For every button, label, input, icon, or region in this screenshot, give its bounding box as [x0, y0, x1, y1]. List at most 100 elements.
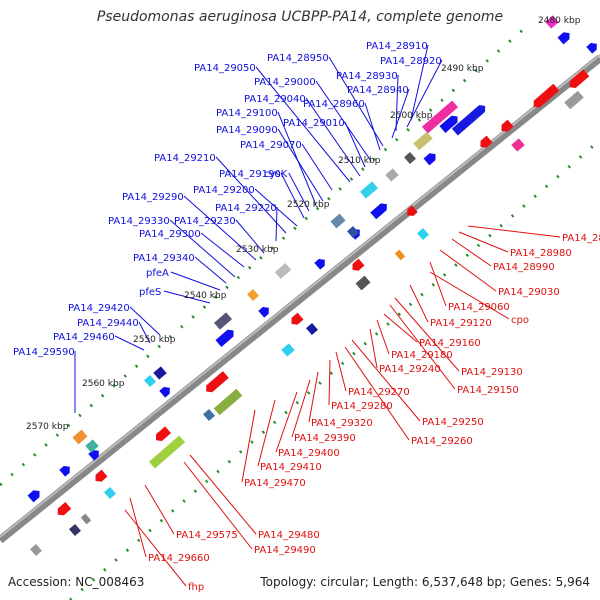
- reverse-gene-label: PA14_29320: [311, 418, 373, 429]
- reverse-gene-label: PA14_28980: [510, 248, 572, 259]
- reverse-gene-label: PA14_28970: [562, 233, 600, 244]
- forward-gene-label: cysK: [264, 169, 288, 180]
- gene-feature: [69, 523, 81, 537]
- gene-feature: [30, 543, 42, 557]
- leader-line: [305, 97, 361, 177]
- reverse-gene-label: PA14_29260: [411, 436, 473, 447]
- gene-feature: [421, 100, 459, 134]
- leader-line: [275, 206, 278, 242]
- tick-label: 2550 kbp: [133, 335, 176, 345]
- gene-feature: [360, 181, 378, 199]
- reverse-gene-label: PA14_29180: [391, 350, 453, 361]
- leader-line: [215, 156, 287, 234]
- leader-line: [406, 59, 443, 128]
- leader-line: [394, 297, 460, 372]
- leader-line: [138, 321, 151, 344]
- leader-line: [291, 379, 311, 438]
- tick-label: 2510 kbp: [338, 156, 381, 166]
- forward-gene-label: PA14_29000: [254, 77, 316, 88]
- reverse-gene-labels: PA14_28970 PA14_28980 PA14_28990 PA14_29030…: [148, 233, 600, 593]
- forward-gene-label: PA14_28940: [347, 85, 409, 96]
- tick-label: 2570 kbp: [26, 422, 69, 432]
- gene-feature: [330, 213, 346, 229]
- gene-arrow: [88, 449, 99, 461]
- gene-feature: [85, 439, 99, 453]
- gene-feature: [80, 513, 92, 525]
- forward-gene-label: PA14_28960: [303, 99, 365, 110]
- forward-gene-label: PA14_29050: [194, 63, 256, 74]
- reverse-gene-label: PA14_29575: [176, 530, 238, 541]
- leader-line: [169, 219, 236, 278]
- gene-arrow: [155, 426, 171, 442]
- topology-text: Topology: circular; Length: 6,537,648 bp…: [260, 575, 590, 589]
- reverse-gene-label: PA14_29030: [498, 287, 560, 298]
- leader-line: [389, 304, 456, 390]
- gene-arrow: [314, 258, 325, 270]
- leader-line: [364, 102, 381, 151]
- reverse-gene-label: PA14_29250: [422, 417, 484, 428]
- leader-line: [409, 284, 429, 323]
- gene-feature: [394, 249, 406, 261]
- gene-feature: [385, 168, 399, 182]
- leader-line: [315, 80, 372, 162]
- leader-line: [383, 313, 418, 343]
- kbp-tick-labels: 2490 kbp 2500 kbp 2510 kbp 2520 kbp 2530 kbp…: [26, 16, 581, 432]
- forward-gene-label: PA14_28930: [336, 71, 398, 82]
- gene-feature: [213, 388, 243, 416]
- leader-line: [124, 509, 187, 587]
- tick-label: 2560 kbp: [82, 379, 125, 389]
- gene-arrow: [501, 119, 514, 132]
- reverse-gene-label: PA14_28990: [493, 262, 555, 273]
- forward-gene-labels: PA14_28910 PA14_28920 PA14_28930 PA14_28940…: [13, 41, 442, 358]
- genome-backbone-highlight: [0, 54, 600, 538]
- leader-line: [395, 74, 399, 132]
- reverse-gene-label: PA14_29480: [258, 530, 320, 541]
- gene-arrow: [451, 105, 486, 136]
- gene-feature: [214, 312, 232, 330]
- gene-feature: [511, 138, 525, 152]
- accession-text: Accession: NC_008463: [8, 575, 145, 589]
- reverse-gene-label: PA14_29240: [379, 364, 441, 375]
- reverse-gene-label: PA14_29060: [448, 302, 510, 313]
- leader-line: [235, 219, 265, 254]
- leader-line: [189, 454, 257, 535]
- gene-arrow: [215, 329, 234, 347]
- forward-gene-label: PA14_28910: [366, 41, 428, 52]
- forward-gene-label: PA14_29300: [139, 229, 201, 240]
- reverse-gene-label: PA14_29490: [254, 545, 316, 556]
- reverse-gene-label: PA14_29160: [419, 338, 481, 349]
- forward-gene-label: PA14_29440: [77, 318, 139, 329]
- leader-line: [335, 351, 347, 392]
- leader-line: [257, 399, 276, 467]
- tick-label: 2490 kbp: [441, 64, 484, 74]
- reverse-gene-label: PA14_29270: [348, 387, 410, 398]
- forward-gene-label: pfeA: [146, 268, 169, 279]
- map-title: Pseudomonas aeruginosa UCBPP-PA14, compl…: [96, 9, 504, 25]
- leader-line: [129, 306, 161, 336]
- gene-arrow: [352, 258, 365, 271]
- leader-line: [277, 128, 324, 202]
- gene-feature: [355, 275, 371, 291]
- forward-gene-label: PA14_29100: [216, 108, 278, 119]
- forward-gene-label: PA14_29010: [283, 118, 345, 129]
- forward-gene-label: PA14_29190: [219, 169, 281, 180]
- forward-gene-label: PA14_29070: [240, 140, 302, 151]
- reverse-gene-label: PA14_29280: [331, 401, 393, 412]
- leader-line: [170, 271, 221, 291]
- gene-arrow: [439, 115, 458, 133]
- gene-arrow: [533, 83, 560, 108]
- tick-label: 2500 kbp: [390, 111, 433, 121]
- genome-backbone: [0, 54, 600, 544]
- leader-line: [200, 232, 245, 268]
- leader-line: [344, 346, 410, 441]
- leader-line: [410, 44, 429, 121]
- leader-line: [255, 66, 351, 183]
- gene-feature: [413, 131, 433, 151]
- gene-arrow: [480, 135, 493, 148]
- gene-arrow: [569, 69, 590, 88]
- gene-arrow: [27, 490, 40, 503]
- tick-label: 2480 kbp: [538, 16, 581, 26]
- reverse-gene-label: PA14_29660: [148, 553, 210, 564]
- leader-line: [241, 409, 256, 483]
- leader-line: [328, 359, 331, 406]
